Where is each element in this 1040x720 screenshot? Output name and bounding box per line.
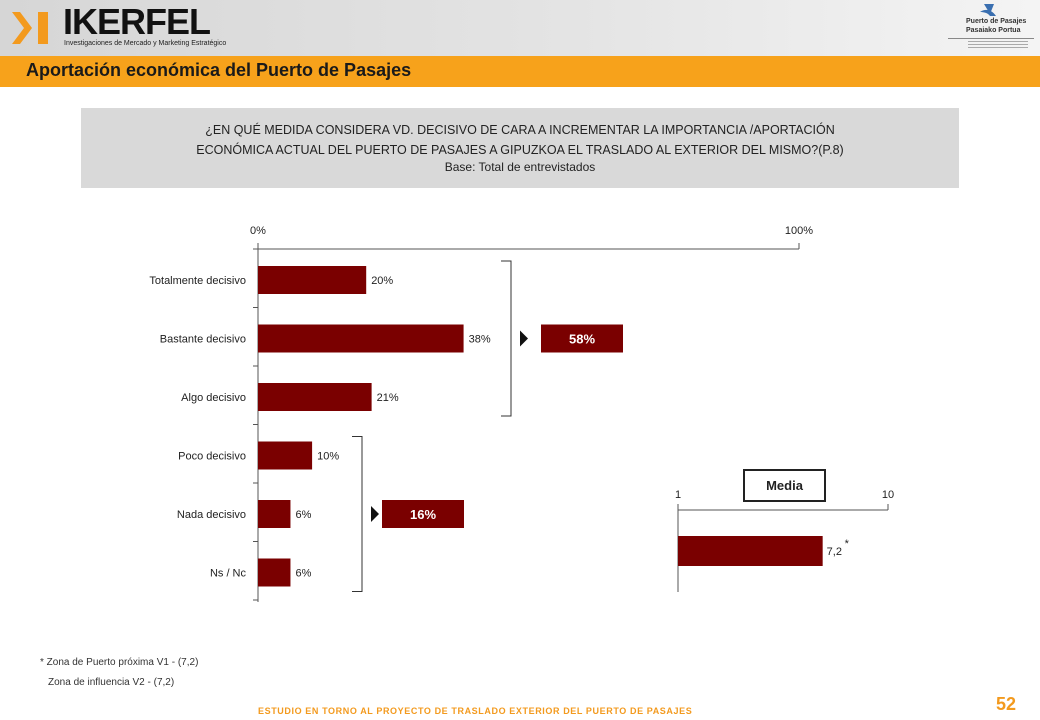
category-label: Algo decisivo: [181, 392, 246, 404]
study-title: ESTUDIO EN TORNO AL PROYECTO DE TRASLADO…: [258, 706, 693, 716]
question-line-1: ¿EN QUÉ MEDIDA CONSIDERA VD. DECISIVO DE…: [205, 123, 835, 137]
media-bar: [678, 536, 823, 566]
x-tick-label: 0%: [250, 225, 266, 237]
footnote-1: * Zona de Puerto próxima V1 - (7,2): [40, 657, 199, 668]
data-label: 6%: [295, 568, 311, 580]
partner-name-basque: Pasaiako Portua: [966, 27, 1021, 34]
bar: [258, 558, 291, 587]
group-arrow-icon: [371, 506, 379, 522]
category-label: Totalmente decisivo: [149, 275, 246, 287]
data-label: 21%: [377, 392, 399, 404]
category-label: Bastante decisivo: [160, 334, 246, 346]
page-title: Aportación económica del Puerto de Pasaj…: [26, 60, 412, 80]
category-label: Ns / Nc: [210, 568, 247, 580]
bar: [258, 266, 367, 294]
logo-tagline: Investigaciones de Mercado y Marketing E…: [64, 40, 227, 47]
partner-divider: [948, 38, 1034, 39]
category-label: Nada decisivo: [177, 509, 246, 521]
question-box: [81, 108, 959, 188]
bar: [258, 441, 313, 470]
group-arrow-icon: [520, 330, 528, 347]
bar: [258, 383, 372, 411]
question-line-2: ECONÓMICA ACTUAL DEL PUERTO DE PASAJES A…: [196, 143, 844, 157]
ikerfel-logo-icon: [12, 12, 48, 44]
port-logo-icon: [980, 4, 996, 16]
data-label: 38%: [469, 334, 491, 346]
group-total-label: 16%: [410, 507, 436, 522]
question-base: Base: Total de entrevistados: [444, 160, 596, 174]
data-label: 6%: [295, 509, 311, 521]
group-total-box: [541, 324, 623, 353]
group-total-box: [382, 500, 464, 528]
media-tick-label: 10: [882, 489, 894, 501]
bar: [258, 500, 291, 528]
header-bar: [0, 0, 1040, 56]
media-title: Media: [766, 478, 804, 493]
media-value-label: 7,2: [827, 546, 842, 558]
bar: [258, 324, 464, 353]
data-label: 20%: [371, 275, 393, 287]
logo-name: IKERFEL: [63, 1, 211, 42]
x-tick-label: 100%: [785, 225, 813, 237]
category-label: Poco decisivo: [178, 451, 246, 463]
partner-small-text: [968, 41, 1028, 51]
group-bracket: [352, 436, 363, 592]
data-label: 10%: [317, 451, 339, 463]
partner-name: Puerto de Pasajes: [966, 18, 1027, 25]
media-title-box: [743, 469, 826, 502]
media-tick-label: 1: [675, 489, 681, 501]
group-bracket: [501, 260, 512, 417]
footnote-2: Zona de influencia V2 - (7,2): [48, 677, 175, 688]
title-bar: [0, 56, 1040, 87]
group-total-label: 58%: [569, 332, 595, 347]
page-number: 52: [996, 694, 1017, 714]
media-annotation: *: [845, 538, 850, 550]
